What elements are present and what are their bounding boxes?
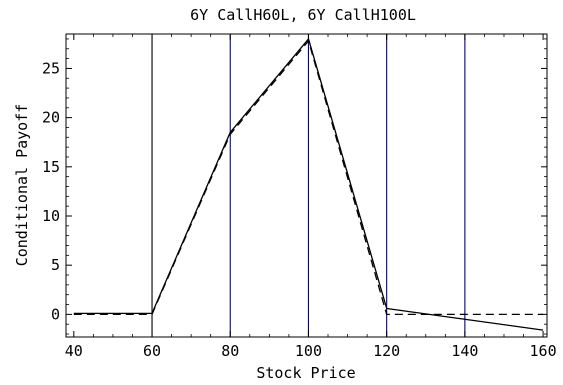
x-axis-label: Stock Price bbox=[256, 364, 355, 382]
x-tick-label: 160 bbox=[530, 342, 557, 360]
x-tick-label: 100 bbox=[295, 342, 322, 360]
series-line-dashed bbox=[73, 40, 544, 316]
y-tick-label: 20 bbox=[42, 109, 60, 127]
y-tick-label: 5 bbox=[51, 256, 60, 274]
series-line-solid bbox=[73, 38, 544, 331]
x-tick-label: 40 bbox=[65, 342, 83, 360]
x-tick-label: 140 bbox=[451, 342, 478, 360]
x-tick-label: 120 bbox=[373, 342, 400, 360]
y-axis-label: Conditional Payoff bbox=[13, 104, 31, 267]
y-tick-label: 25 bbox=[42, 59, 60, 77]
x-tick-label: 80 bbox=[221, 342, 239, 360]
chart-title: 6Y CallH60L, 6Y CallH100L bbox=[190, 6, 416, 24]
plot-frame bbox=[65, 33, 548, 338]
y-tick-label: 0 bbox=[51, 305, 60, 323]
x-tick-label: 60 bbox=[143, 342, 161, 360]
y-tick-label: 15 bbox=[42, 158, 60, 176]
y-tick-label: 10 bbox=[42, 207, 60, 225]
